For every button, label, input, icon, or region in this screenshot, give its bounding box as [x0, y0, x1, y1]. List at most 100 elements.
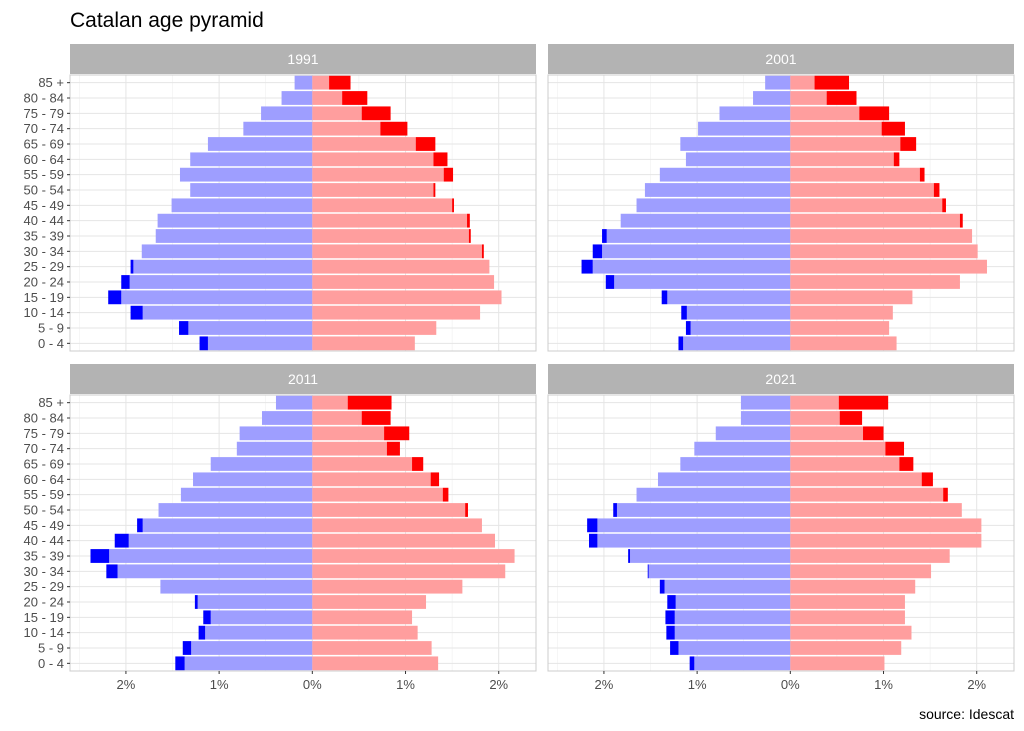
bar-left-25 - 29	[664, 579, 791, 594]
bar-left-45 - 49	[597, 518, 791, 533]
bar-right-40 - 44	[790, 213, 960, 228]
bar-right-0 - 4	[790, 656, 885, 671]
bar-right-30 - 34	[312, 564, 506, 579]
bar-right-45 - 49	[312, 518, 482, 533]
bar-left-75 - 79	[719, 106, 791, 121]
bar-left-10 - 14	[142, 305, 313, 320]
x-tick-label: 0%	[781, 677, 800, 692]
bar-right-excess-45 - 49	[452, 198, 454, 213]
bar-right-25 - 29	[790, 259, 987, 274]
bar-right-85 +	[790, 75, 815, 90]
bar-right-excess-60 - 64	[893, 152, 900, 167]
panel-border	[69, 394, 537, 672]
bar-right-excess-80 - 84	[361, 411, 391, 425]
bar-left-excess-0 - 4	[175, 656, 185, 671]
chart-title: Catalan age pyramid	[70, 9, 264, 32]
bar-right-excess-80 - 84	[839, 411, 863, 425]
plot-background	[70, 75, 536, 351]
y-tick-label: 45 - 49	[24, 518, 64, 533]
bar-right-excess-55 - 59	[943, 487, 948, 502]
y-tick-label: 70 - 74	[24, 441, 64, 456]
bar-left-20 - 24	[614, 275, 791, 289]
y-tick-label: 10 - 14	[24, 625, 64, 640]
bar-right-60 - 64	[790, 152, 894, 167]
bar-right-excess-65 - 69	[412, 457, 424, 471]
bar-right-40 - 44	[312, 213, 468, 228]
bar-left-15 - 19	[121, 290, 313, 305]
bar-left-excess-10 - 14	[130, 305, 143, 320]
facet-panel-2001: 2001	[547, 44, 1015, 352]
bar-right-80 - 84	[312, 91, 343, 105]
bar-left-excess-20 - 24	[605, 275, 615, 289]
bar-left-30 - 34	[117, 564, 313, 579]
bar-right-70 - 74	[312, 441, 387, 456]
bar-right-50 - 54	[312, 503, 466, 517]
bar-left-excess-0 - 4	[689, 656, 695, 671]
bar-right-40 - 44	[312, 533, 495, 548]
facet-panel-2021: 2021 2% 1% 0% 1% 2%	[547, 364, 1015, 692]
bar-right-20 - 24	[790, 275, 960, 289]
bar-left-excess-45 - 49	[587, 518, 598, 533]
facet-strip-label: 2021	[765, 371, 796, 387]
bar-right-excess-60 - 64	[433, 152, 448, 167]
bar-right-excess-85 +	[814, 75, 850, 90]
bar-right-0 - 4	[312, 656, 439, 671]
bar-right-excess-55 - 59	[442, 487, 449, 502]
bar-right-excess-70 - 74	[380, 121, 408, 136]
y-tick-label: 55 - 59	[24, 167, 64, 182]
x-tick-label: 2%	[967, 677, 986, 692]
y-tick-label: 45 - 49	[24, 198, 64, 213]
bar-left-10 - 14	[686, 305, 791, 320]
bar-left-70 - 74	[694, 441, 791, 456]
bar-left-75 - 79	[715, 426, 791, 441]
x-tick-label: 1%	[210, 677, 229, 692]
bar-right-10 - 14	[790, 305, 893, 320]
y-tick-label: 60 - 64	[24, 152, 64, 167]
chart-caption: source: Idescat	[919, 706, 1014, 722]
bar-right-excess-40 - 44	[467, 213, 470, 228]
facet-strip-label: 2001	[765, 51, 796, 67]
bar-left-65 - 69	[210, 457, 313, 471]
bar-left-5 - 9	[678, 641, 791, 655]
y-tick-label: 20 - 24	[24, 595, 64, 610]
bar-left-70 - 74	[243, 121, 313, 136]
bar-right-excess-55 - 59	[919, 167, 925, 182]
bar-right-30 - 34	[790, 244, 978, 259]
bar-left-5 - 9	[191, 641, 313, 655]
bar-right-0 - 4	[312, 336, 415, 351]
bar-right-excess-35 - 39	[468, 229, 471, 243]
bar-left-excess-20 - 24	[667, 595, 676, 609]
y-tick-label: 75 - 79	[24, 426, 64, 441]
bar-right-excess-75 - 79	[384, 426, 410, 441]
y-tick-label: 0 - 4	[38, 336, 64, 351]
bar-left-excess-25 - 29	[659, 579, 665, 594]
bar-left-35 - 39	[109, 549, 313, 563]
bar-left-40 - 44	[620, 213, 791, 228]
bar-left-45 - 49	[142, 518, 313, 533]
bar-right-25 - 29	[312, 579, 463, 594]
bar-left-60 - 64	[657, 472, 791, 487]
bar-right-80 - 84	[790, 411, 840, 425]
bar-right-85 +	[790, 395, 839, 410]
bar-left-20 - 24	[129, 275, 313, 289]
y-tick-label: 5 - 9	[38, 641, 64, 656]
bar-left-0 - 4	[683, 336, 791, 351]
y-tick-label: 15 - 19	[24, 290, 64, 305]
bar-left-10 - 14	[674, 625, 791, 640]
x-tick-label: 1%	[396, 677, 415, 692]
y-tick-label: 20 - 24	[24, 275, 64, 290]
bar-left-25 - 29	[592, 259, 791, 274]
bar-right-30 - 34	[312, 244, 482, 259]
y-tick-label: 70 - 74	[24, 121, 64, 136]
y-tick-label: 35 - 39	[24, 229, 64, 244]
bar-right-55 - 59	[312, 167, 444, 182]
bar-left-0 - 4	[184, 656, 313, 671]
bar-right-55 - 59	[790, 487, 944, 502]
bar-right-excess-70 - 74	[881, 121, 905, 136]
y-tick-label: 30 - 34	[24, 564, 64, 579]
bar-left-85 +	[275, 395, 313, 410]
bar-right-excess-75 - 79	[361, 106, 391, 121]
bar-right-excess-65 - 69	[899, 457, 914, 471]
bar-left-80 - 84	[261, 411, 313, 425]
bar-left-excess-30 - 34	[592, 244, 603, 259]
